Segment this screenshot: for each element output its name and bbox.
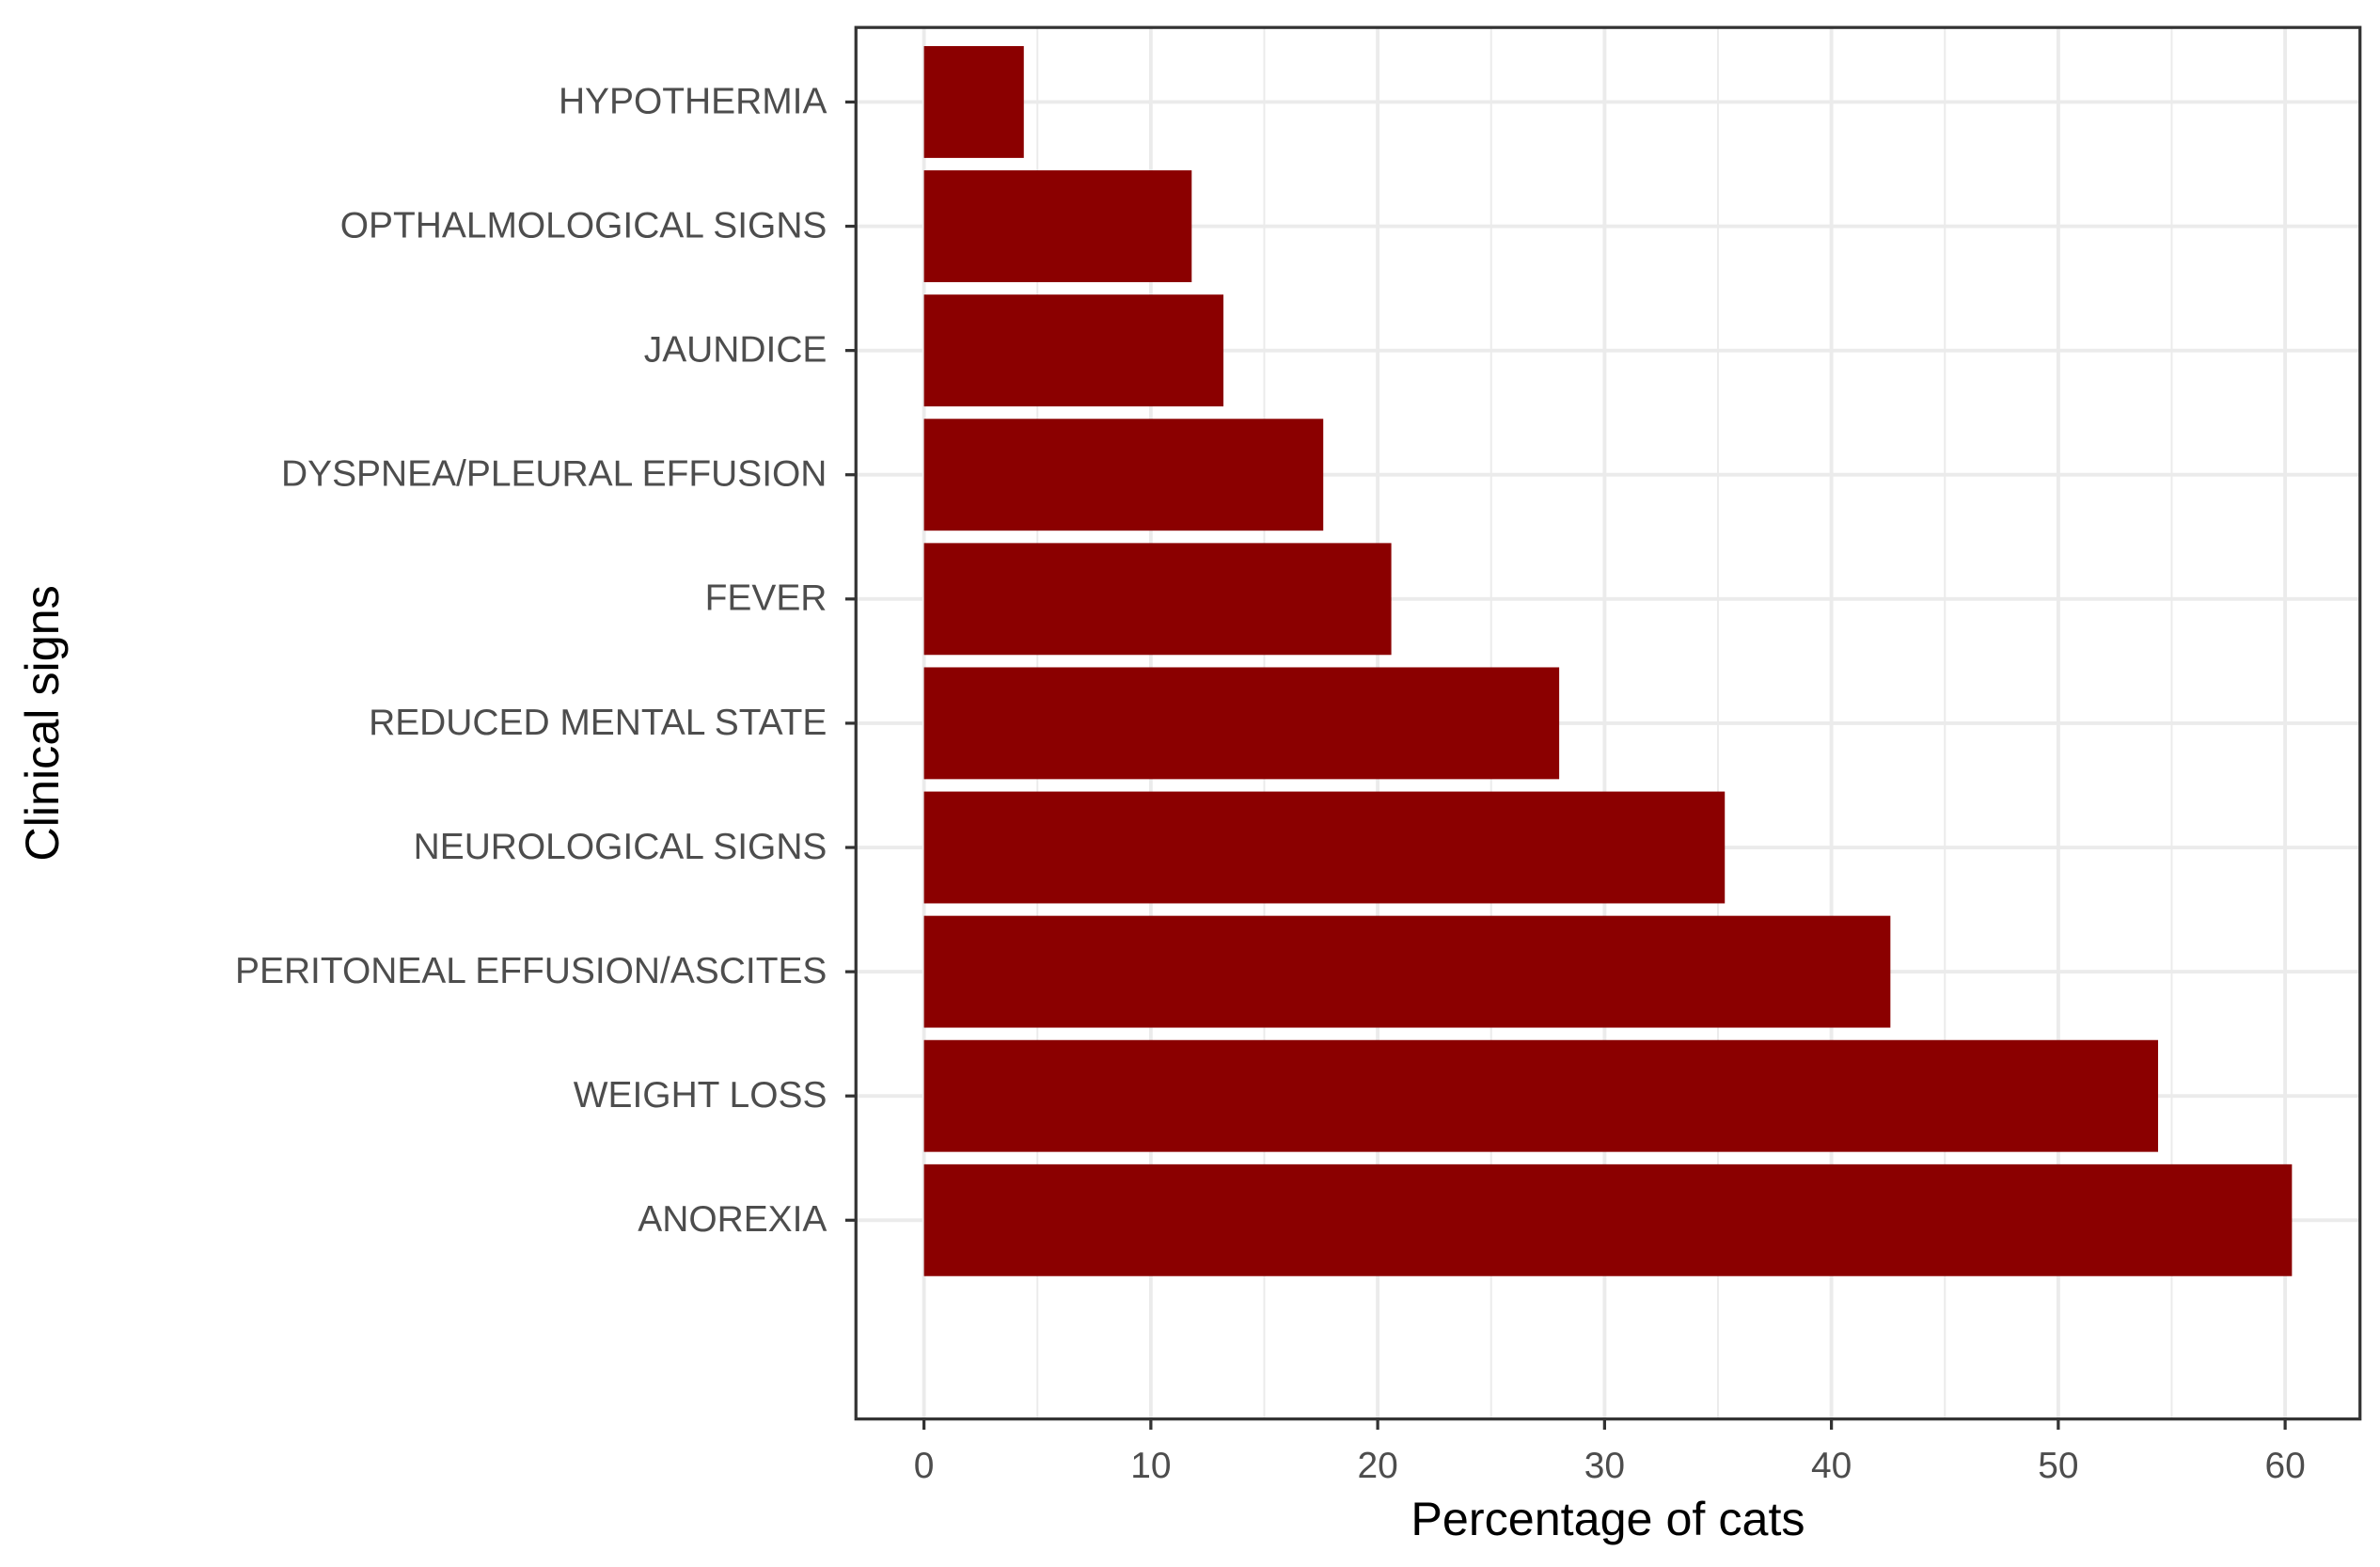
y-tick-label: ANOREXIA: [638, 1199, 827, 1240]
bar: [923, 419, 1324, 531]
bar: [923, 46, 1024, 158]
x-tick-label: 50: [2038, 1446, 2078, 1486]
bar: [923, 915, 1891, 1028]
bar: [923, 1163, 2293, 1276]
bar: [923, 1039, 2159, 1152]
y-tick-label: DYSPNEA/PLEURAL EFFUSION: [281, 454, 827, 495]
y-tick-label: REDUCED MENTAL STATE: [369, 703, 827, 743]
x-axis-title: Percentage of cats: [1411, 1492, 1805, 1545]
y-tick-label: HYPOTHERMIA: [559, 81, 827, 121]
panel-border: [854, 25, 2362, 1421]
y-tick-label: PERITONEAL EFFUSION/ASCITES: [235, 951, 827, 991]
y-tick-label: OPTHALMOLOGICAL SIGNS: [340, 205, 827, 245]
x-tick-label: 0: [914, 1446, 935, 1486]
y-tick-label: NEUROLOGICAL SIGNS: [414, 827, 827, 867]
y-tick-label: WEIGHT LOSS: [574, 1075, 827, 1116]
bar: [923, 170, 1192, 282]
y-tick-label: JAUNDICE: [644, 330, 827, 371]
y-axis-title: Clinical signs: [15, 585, 69, 861]
bar: [923, 667, 1560, 780]
x-tick-label: 60: [2264, 1446, 2305, 1486]
x-tick-label: 30: [1584, 1446, 1625, 1486]
bar: [923, 791, 1726, 904]
x-tick-label: 20: [1357, 1446, 1397, 1486]
bar: [923, 543, 1392, 656]
bar: [923, 294, 1224, 407]
x-tick-label: 40: [1811, 1446, 1852, 1486]
y-tick-label: FEVER: [705, 578, 827, 619]
x-tick-label: 10: [1130, 1446, 1171, 1486]
